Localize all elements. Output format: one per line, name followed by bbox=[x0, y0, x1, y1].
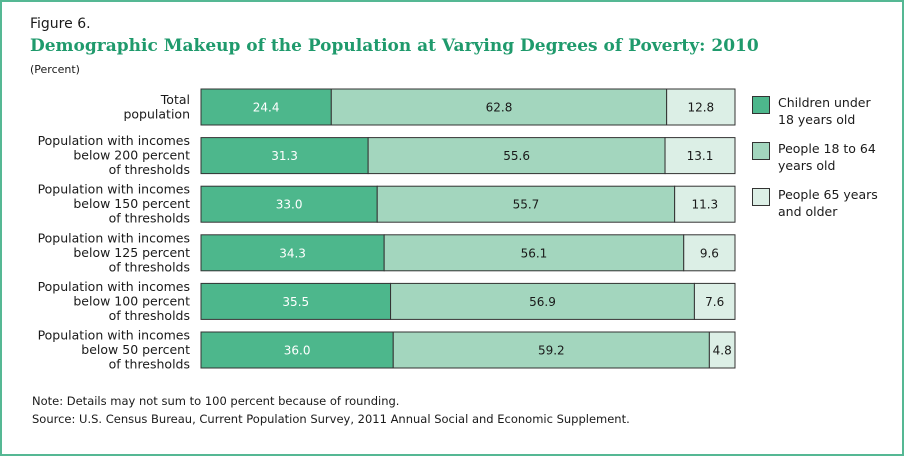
bar-row: Population with incomes below 200 percent… bbox=[38, 133, 736, 177]
category-label: Total population bbox=[123, 92, 190, 122]
bar-segment bbox=[200, 331, 394, 369]
category-label-line: below 150 percent bbox=[73, 196, 190, 211]
category-label: Population with incomes below 50 percent o… bbox=[38, 328, 191, 372]
legend-swatch bbox=[752, 142, 770, 160]
data-label: 31.3 bbox=[271, 149, 298, 163]
data-label: 56.1 bbox=[521, 246, 548, 260]
bar-segment bbox=[200, 234, 385, 272]
category-label: Population with incomes below 150 percent… bbox=[38, 182, 191, 226]
chart-title: Demographic Makeup of the Population at … bbox=[30, 36, 759, 56]
category-label: Population with incomes below 200 percent… bbox=[38, 133, 191, 177]
legend-label: People 65 years and older bbox=[778, 187, 878, 219]
data-label: 34.3 bbox=[279, 246, 306, 260]
data-label: 9.6 bbox=[700, 246, 719, 260]
bar-segment bbox=[708, 331, 736, 369]
category-label-line: of thresholds bbox=[109, 211, 190, 226]
bar-segment bbox=[367, 137, 666, 175]
bar-segment bbox=[330, 88, 668, 126]
legend-label: People 18 to 64 years old bbox=[778, 141, 876, 173]
category-label: Population with incomes below 125 percent… bbox=[38, 230, 191, 274]
category-label-line: Population with incomes bbox=[38, 328, 190, 343]
legend-item: Children under 18 years old bbox=[752, 94, 892, 138]
data-label: 24.4 bbox=[253, 101, 280, 115]
data-label: 59.2 bbox=[538, 344, 565, 358]
bar-segment bbox=[390, 282, 695, 320]
bar-segment bbox=[683, 234, 736, 272]
category-label-line: below 200 percent bbox=[73, 148, 190, 163]
unit-label: (Percent) bbox=[30, 63, 80, 76]
category-label-line: Population with incomes bbox=[38, 279, 190, 294]
bar-segment bbox=[200, 282, 392, 320]
category-label-line: Population with incomes bbox=[38, 133, 190, 148]
category-label-line: of thresholds bbox=[109, 259, 190, 274]
bar-segment bbox=[693, 282, 736, 320]
data-label: 13.1 bbox=[687, 149, 714, 163]
bar-segment bbox=[674, 185, 736, 223]
bar-row: Population with incomes below 150 percent… bbox=[38, 182, 736, 226]
legend-item: People 65 years and older bbox=[752, 186, 892, 230]
footnote: Note: Details may not sum to 100 percent… bbox=[32, 394, 400, 408]
bar-segment bbox=[200, 88, 332, 126]
category-label-line: of thresholds bbox=[109, 357, 190, 372]
category-label-line: below 50 percent bbox=[81, 342, 190, 357]
bar-segment bbox=[666, 88, 736, 126]
category-label-line: of thresholds bbox=[109, 162, 190, 177]
category-label-line: below 100 percent bbox=[73, 293, 190, 308]
legend-swatch bbox=[752, 188, 770, 206]
category-label: Population with incomes below 100 percent… bbox=[38, 279, 191, 323]
category-label-line: of thresholds bbox=[109, 308, 190, 323]
data-label: 55.6 bbox=[503, 149, 530, 163]
category-label-line: population bbox=[123, 106, 190, 121]
bar-segment bbox=[383, 234, 685, 272]
data-label: 11.3 bbox=[691, 198, 718, 212]
data-label: 33.0 bbox=[276, 198, 303, 212]
data-label: 55.7 bbox=[513, 198, 540, 212]
bar-row: Population with incomes below 100 percent… bbox=[38, 279, 736, 323]
category-label-line: Population with incomes bbox=[38, 182, 190, 197]
legend-label: Children under 18 years old bbox=[778, 95, 871, 127]
data-label: 62.8 bbox=[486, 101, 513, 115]
data-label: 12.8 bbox=[687, 101, 714, 115]
data-label: 4.8 bbox=[713, 344, 732, 358]
bar-row: Total population 24.4 62.8 12.8 bbox=[123, 88, 736, 126]
bar-segment bbox=[664, 137, 736, 175]
data-label: 36.0 bbox=[284, 344, 311, 358]
data-label: 7.6 bbox=[705, 295, 724, 309]
figure-label: Figure 6. bbox=[30, 16, 91, 32]
category-label-line: Population with incomes bbox=[38, 230, 190, 245]
legend-swatch bbox=[752, 96, 770, 114]
category-label-line: below 125 percent bbox=[73, 245, 190, 260]
bar-segment bbox=[392, 331, 710, 369]
bar-segment bbox=[200, 137, 369, 175]
category-label-line: Total bbox=[160, 92, 190, 107]
bar-row: Population with incomes below 125 percent… bbox=[38, 230, 736, 274]
source-note: Source: U.S. Census Bureau, Current Popu… bbox=[32, 412, 630, 426]
bar-row: Population with incomes below 50 percent o… bbox=[38, 328, 736, 372]
legend: Children under 18 years old People 18 to 6… bbox=[752, 94, 892, 232]
bar-segment bbox=[200, 185, 378, 223]
data-label: 35.5 bbox=[282, 295, 309, 309]
legend-item: People 18 to 64 years old bbox=[752, 140, 892, 184]
data-label: 56.9 bbox=[529, 295, 556, 309]
